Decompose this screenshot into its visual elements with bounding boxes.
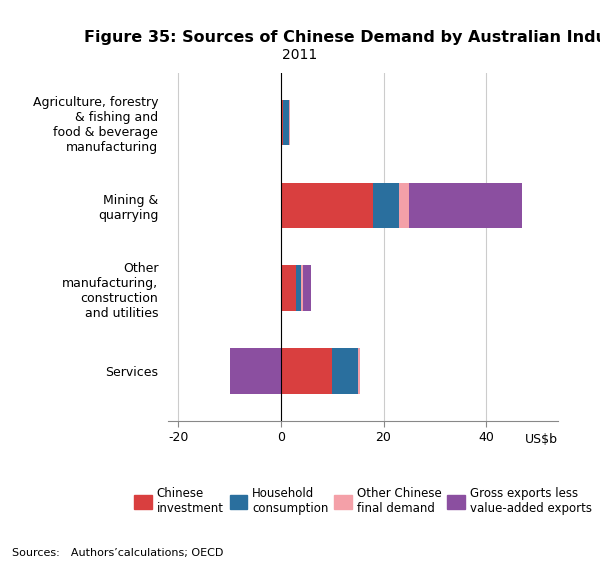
- Bar: [358, 348, 361, 394]
- Text: US$b: US$b: [525, 433, 558, 446]
- Bar: [373, 183, 399, 228]
- Bar: [296, 265, 301, 311]
- Bar: [303, 265, 311, 311]
- Bar: [301, 265, 303, 311]
- Bar: [399, 183, 409, 228]
- Bar: [281, 348, 332, 394]
- Title: Figure 35: Sources of Chinese Demand by Australian Industry: Figure 35: Sources of Chinese Demand by …: [83, 30, 600, 45]
- Bar: [289, 100, 290, 145]
- Bar: [283, 100, 289, 145]
- Bar: [332, 348, 358, 394]
- Bar: [281, 183, 373, 228]
- Text: Sources: Authors’calculations; OECD: Sources: Authors’calculations; OECD: [12, 548, 223, 558]
- Legend: Chinese
investment, Household
consumption, Other Chinese
final demand, Gross exp: Chinese investment, Household consumptio…: [130, 482, 596, 519]
- Bar: [281, 265, 296, 311]
- Text: 2011: 2011: [283, 48, 317, 62]
- Bar: [230, 348, 281, 394]
- Bar: [281, 100, 283, 145]
- Bar: [409, 183, 522, 228]
